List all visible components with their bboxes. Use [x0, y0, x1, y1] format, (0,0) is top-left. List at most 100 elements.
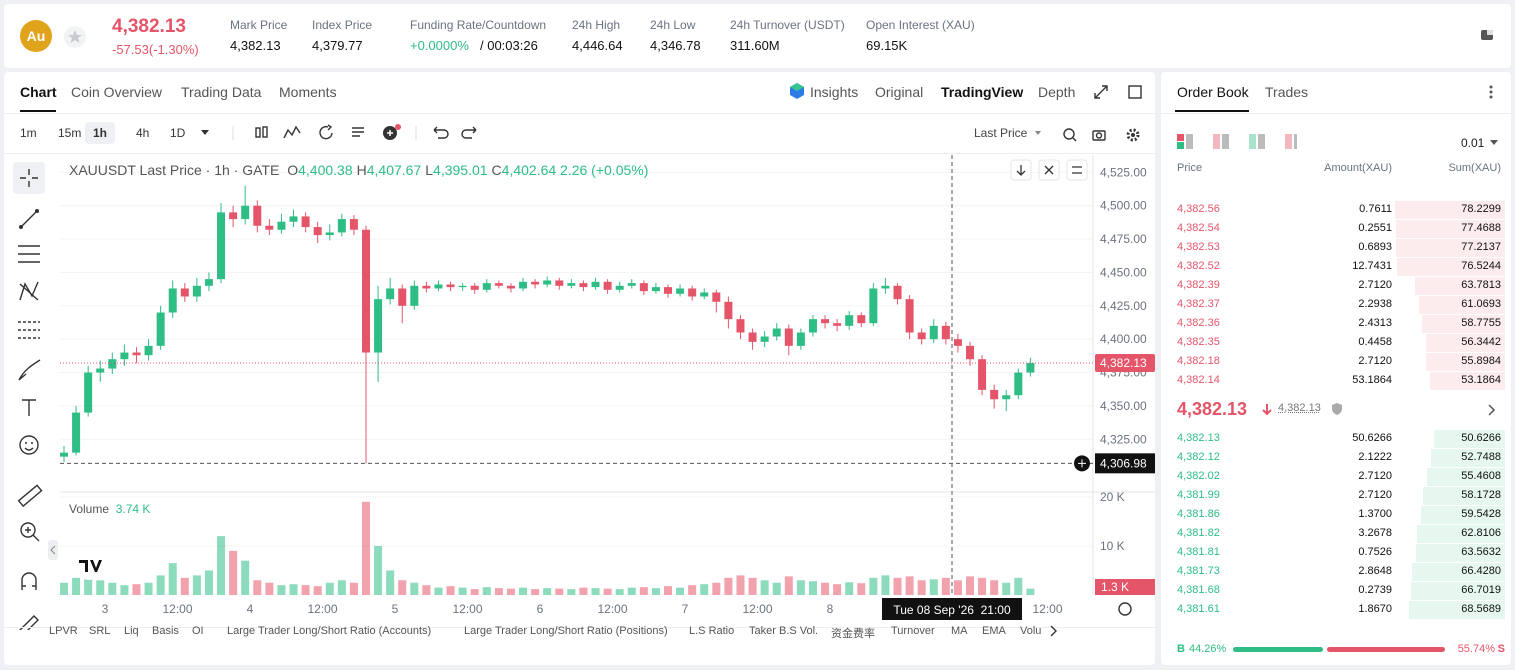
interval-caret[interactable] — [199, 128, 211, 138]
volume-bar — [615, 589, 624, 595]
book-tab[interactable]: Order Book — [1177, 84, 1249, 100]
view-option[interactable]: TradingView — [941, 84, 1024, 100]
indicator[interactable]: Volume — [1020, 625, 1042, 637]
volume-bar — [506, 588, 515, 595]
volume-bar — [313, 586, 322, 595]
interval[interactable]: 1h — [85, 122, 116, 144]
indicator[interactable]: Liq — [124, 625, 139, 637]
x-tick-label: 8 — [827, 602, 834, 616]
volume-bar — [603, 588, 612, 595]
divider — [4, 113, 1155, 114]
precision-caret[interactable] — [1489, 139, 1499, 147]
precision[interactable]: 0.01 — [1461, 136, 1485, 150]
book-sum: 53.1864 — [1461, 374, 1501, 387]
toolbar-icons[interactable] — [232, 124, 492, 142]
book-sum: 56.3442 — [1461, 336, 1501, 349]
volume-bar — [180, 577, 189, 595]
chart-tab[interactable]: Coin Overview — [71, 84, 163, 100]
book-amount: 0.2739 — [1358, 584, 1392, 597]
indicator[interactable]: LPVR — [49, 625, 78, 637]
indicator[interactable]: Large Trader Long/Short Ratio (Positions… — [464, 625, 668, 637]
candle-body — [156, 312, 165, 346]
candle-body — [821, 319, 830, 324]
coin-badge: Au — [20, 20, 52, 52]
view-option[interactable]: Depth — [1038, 84, 1076, 100]
chart-tab[interactable]: Trading Data — [181, 84, 262, 100]
tv-logo — [79, 560, 102, 572]
x-tick-label: 12:00 — [307, 602, 337, 616]
view-option[interactable]: Insights — [810, 84, 859, 100]
ohlc-key: L — [425, 162, 434, 178]
indicator[interactable]: EMA — [982, 625, 1006, 637]
button-icon — [1016, 165, 1026, 176]
indicator[interactable]: Turnover — [891, 625, 935, 637]
depth-bar — [1430, 449, 1505, 468]
candle-body — [349, 219, 358, 230]
candle-body — [966, 345, 974, 360]
view-option[interactable]: Original — [875, 84, 924, 100]
y-tick-label: 4,425.00 — [1100, 299, 1147, 313]
x-tick-label: 7 — [682, 602, 689, 616]
panel-icons[interactable] — [1093, 84, 1149, 100]
volume-tag-label: 1.3 K — [1101, 580, 1129, 594]
crosshair-price-tag — [1095, 453, 1155, 474]
volume-bar — [398, 580, 407, 595]
chart-tab[interactable]: Chart — [20, 84, 57, 100]
volume-bar — [386, 570, 395, 595]
y-tick-label: 4,400.00 — [1100, 332, 1147, 346]
candle-body — [144, 345, 153, 356]
more-icon[interactable] — [1487, 84, 1495, 100]
volume-bar — [784, 576, 793, 595]
interval[interactable]: 1D — [170, 126, 186, 140]
interval[interactable]: 15m — [58, 126, 82, 140]
interval[interactable]: 1m — [20, 126, 37, 140]
candle-body — [676, 288, 685, 294]
layout-icon[interactable] — [1480, 28, 1494, 42]
indicator-next[interactable] — [1048, 624, 1060, 638]
volume-bar — [688, 585, 697, 595]
book-amount: 0.7611 — [1359, 203, 1392, 215]
volume-bar — [845, 582, 854, 595]
indicator[interactable]: Basis — [152, 625, 179, 637]
volume-bar — [664, 586, 672, 595]
toolbar-right[interactable] — [1034, 128, 1148, 142]
depth-bar — [1396, 220, 1505, 239]
indicator[interactable]: OI — [192, 625, 204, 637]
interval[interactable]: 4h — [136, 126, 150, 140]
candle-body — [748, 332, 757, 342]
candle-body — [434, 284, 443, 289]
y-tick-label: 4,525.00 — [1100, 165, 1147, 179]
volume-bar — [1014, 577, 1023, 595]
volume-bar — [192, 575, 201, 595]
book-amount: 2.4313 — [1358, 317, 1392, 330]
drawing-tools[interactable] — [12, 160, 48, 630]
indicator[interactable]: Taker B.S Vol. — [749, 625, 819, 637]
indicator[interactable]: SRL — [89, 625, 111, 637]
book-amount: 0.6893 — [1358, 241, 1392, 254]
candle-body — [362, 229, 370, 353]
price-type[interactable]: Last Price — [974, 126, 1028, 140]
chart-button[interactable] — [1066, 159, 1088, 181]
chart-tab[interactable]: Moments — [279, 84, 337, 100]
indicator[interactable]: MA — [951, 625, 968, 637]
collapse-arrow[interactable] — [48, 540, 58, 560]
depth-bar — [1419, 296, 1505, 315]
candle-body — [337, 219, 346, 233]
settings-icon[interactable] — [1118, 602, 1132, 616]
volume-bar — [72, 577, 81, 595]
candle-body — [1026, 363, 1035, 373]
candle-body — [953, 339, 962, 346]
favorite-star[interactable] — [64, 26, 86, 48]
candle-body — [217, 212, 226, 280]
x-tick-label: 5 — [392, 602, 399, 616]
stat-value: 4,346.78 — [650, 38, 701, 53]
book-chevron[interactable] — [1487, 403, 1497, 417]
crosshair-time-tag — [882, 598, 1022, 620]
book-tab[interactable]: Trades — [1265, 84, 1309, 100]
book-mode-icons[interactable] — [1177, 134, 1297, 150]
indicator[interactable]: L.S Ratio — [689, 625, 735, 637]
divider — [4, 153, 1155, 154]
book-amount: 2.1222 — [1358, 451, 1392, 464]
indicator[interactable]: 资金费率 — [831, 628, 875, 640]
indicator[interactable]: Large Trader Long/Short Ratio (Accounts) — [227, 625, 432, 637]
